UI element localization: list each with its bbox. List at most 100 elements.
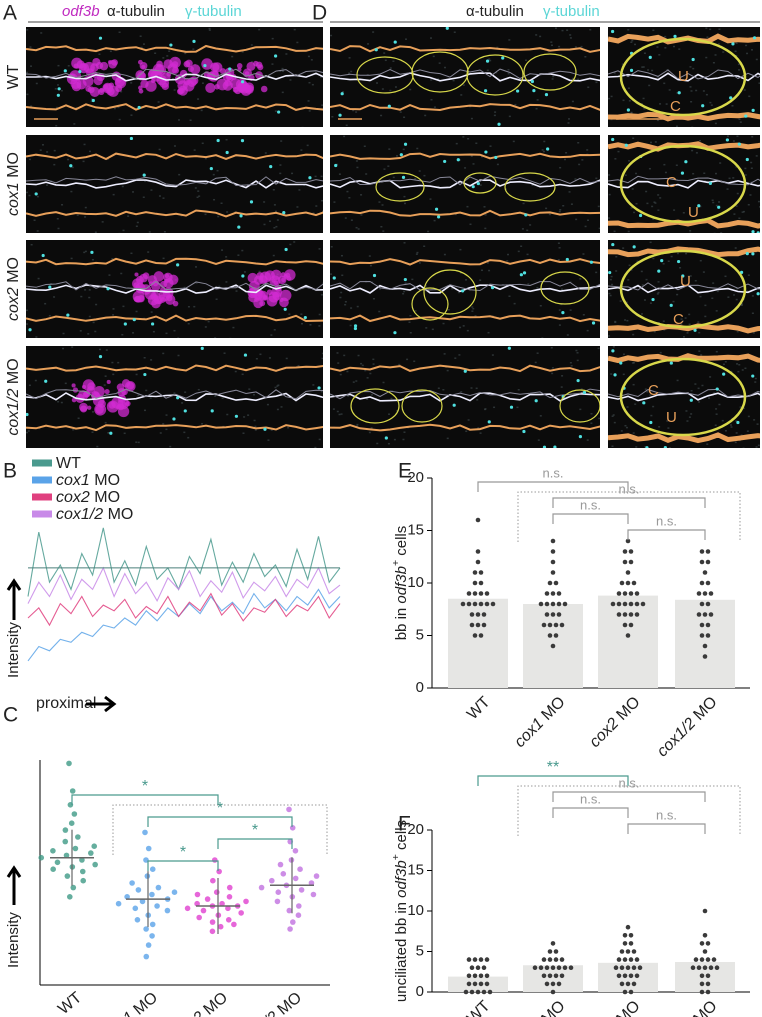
speckle <box>402 292 405 295</box>
speckle <box>471 310 474 312</box>
speckle <box>504 188 507 190</box>
signal-blob <box>79 402 88 412</box>
panel-letter: E <box>398 460 412 483</box>
intensity-point <box>79 857 85 863</box>
signal-blob <box>271 286 283 298</box>
inset-label: U <box>688 204 699 221</box>
row-label: cox2 MO <box>5 257 22 321</box>
speckle <box>215 298 218 300</box>
cilia <box>26 284 323 294</box>
speckle <box>443 253 446 256</box>
panel-letter: A <box>3 2 17 25</box>
basal-body <box>66 313 70 317</box>
speckle <box>177 337 180 338</box>
speckle <box>715 413 718 415</box>
speckle <box>35 336 38 338</box>
cilia <box>26 388 323 400</box>
speckle <box>755 58 758 61</box>
speckle <box>735 287 738 290</box>
speckle <box>558 309 561 311</box>
intensity-point <box>280 871 287 877</box>
cell-point <box>550 549 556 554</box>
speckle <box>554 27 557 29</box>
speckle <box>598 227 600 230</box>
cell-point <box>547 973 553 979</box>
text-part: WT <box>5 64 22 89</box>
speckle <box>635 172 638 175</box>
speckle <box>338 173 341 175</box>
speckle <box>95 303 98 306</box>
speckle <box>465 279 468 281</box>
speckle <box>393 438 396 441</box>
basal-body <box>542 445 547 448</box>
speckle <box>320 175 323 178</box>
speckle <box>48 315 51 317</box>
basal-body <box>691 57 695 62</box>
intensity-point <box>313 873 320 879</box>
speckle <box>714 424 717 427</box>
speckle <box>361 364 364 367</box>
speckle <box>576 359 579 362</box>
speckle <box>320 390 323 393</box>
speckle <box>289 79 292 81</box>
tube-outline <box>330 258 600 266</box>
speckle <box>378 201 381 203</box>
speckle <box>705 56 708 59</box>
speckle <box>437 387 440 389</box>
micrograph <box>26 27 323 127</box>
speckle <box>740 303 743 305</box>
speckle <box>165 414 168 416</box>
cell-point <box>708 965 714 970</box>
basal-body <box>172 417 176 421</box>
speckle <box>551 372 554 375</box>
cell-point <box>478 973 484 979</box>
cell-point <box>619 965 625 970</box>
basal-body <box>239 214 243 218</box>
speckle <box>708 397 711 399</box>
cell-point <box>544 601 550 607</box>
intensity-point <box>275 889 282 895</box>
speckle <box>580 45 583 48</box>
basal-body <box>522 429 526 434</box>
speckle <box>442 322 445 325</box>
intensity-point <box>66 894 73 900</box>
speckle <box>318 313 321 316</box>
speckle <box>339 296 342 299</box>
speckle <box>384 59 387 62</box>
speckle <box>173 329 176 332</box>
panel-letter: D <box>312 2 327 25</box>
speckle <box>484 227 487 230</box>
speckle <box>220 202 223 205</box>
speckle <box>672 300 675 303</box>
cell-point <box>699 580 705 586</box>
speckle <box>272 254 275 257</box>
speckle <box>370 427 373 429</box>
speckle <box>736 363 739 365</box>
speckle <box>698 331 701 334</box>
cell-point <box>628 559 634 565</box>
speckle <box>694 383 697 385</box>
micrograph <box>608 27 760 127</box>
basal-body <box>611 349 615 353</box>
speckle <box>432 55 435 58</box>
cell-point <box>544 981 550 987</box>
speckle <box>168 50 171 52</box>
speckle <box>117 361 120 364</box>
cell-point <box>622 973 628 979</box>
speckle <box>702 90 705 92</box>
basal-body <box>544 93 549 97</box>
speckle <box>201 423 204 425</box>
speckle <box>276 219 279 221</box>
speckle <box>394 86 397 88</box>
cell-point <box>559 622 565 628</box>
speckle <box>712 282 715 284</box>
basal-body <box>28 328 32 332</box>
speckle <box>166 55 169 57</box>
signal-blob <box>182 80 195 92</box>
cell-point <box>478 981 484 987</box>
speckle <box>566 334 569 336</box>
cell-outline <box>350 388 400 424</box>
speckle <box>274 110 277 112</box>
speckle <box>451 287 454 290</box>
speckle <box>372 358 375 361</box>
